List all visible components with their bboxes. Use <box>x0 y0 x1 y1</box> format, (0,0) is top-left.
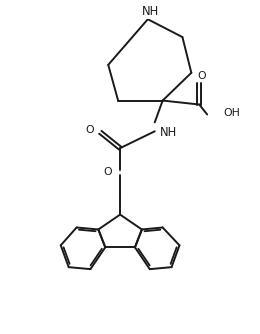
Text: OH: OH <box>223 109 240 119</box>
Text: O: O <box>86 125 94 135</box>
Text: NH: NH <box>160 126 177 139</box>
Text: NH: NH <box>142 5 159 18</box>
Text: O: O <box>197 71 206 81</box>
Text: O: O <box>103 167 112 177</box>
